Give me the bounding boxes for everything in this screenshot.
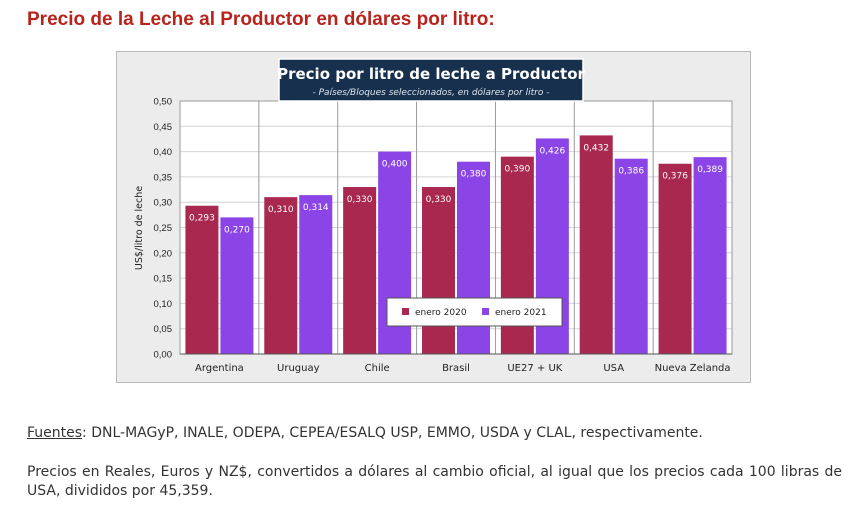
y-tick-label: 0,25 (154, 223, 173, 234)
y-tick-label: 0,40 (154, 147, 173, 158)
y-tick-label: 0,50 (154, 97, 173, 108)
y-tick-label: 0,00 (154, 350, 173, 361)
y-tick-label: 0,30 (154, 198, 173, 209)
bar-data-label: 0,314 (303, 203, 329, 213)
bar-2020 (343, 187, 377, 354)
bar-data-label: 0,426 (539, 146, 565, 156)
bar-data-label: 0,330 (426, 195, 452, 205)
y-tick-label: 0,20 (154, 248, 173, 259)
bar-data-label: 0,386 (618, 167, 644, 177)
bar-data-label: 0,376 (662, 172, 688, 182)
sources-text: : DNL-MAGyP, INALE, ODEPA, CEPEA/ESALQ U… (82, 425, 703, 441)
y-tick-label: 0,05 (154, 324, 173, 335)
x-tick-label: USA (603, 363, 624, 374)
bar-2021 (693, 157, 727, 354)
bar-data-label: 0,330 (347, 195, 373, 205)
conversion-note: Precios en Reales, Euros y NZ$, converti… (27, 464, 842, 499)
y-tick-label: 0,10 (154, 299, 173, 310)
chart-subtitle: - Países/Bloques seleccionados, en dólar… (313, 87, 550, 98)
y-tick-label: 0,45 (154, 122, 173, 133)
legend-label: enero 2020 (415, 308, 467, 318)
legend-label: enero 2021 (495, 308, 547, 318)
legend-swatch (482, 308, 489, 315)
bar-2020 (264, 197, 298, 354)
bar-data-label: 0,390 (504, 165, 530, 175)
x-tick-label: Uruguay (277, 363, 320, 374)
bar-data-label: 0,400 (382, 160, 408, 170)
x-tick-label: Argentina (195, 363, 244, 374)
sources-line: Fuentes: DNL-MAGyP, INALE, ODEPA, CEPEA/… (27, 425, 842, 441)
bar-2020 (422, 187, 455, 354)
bar-2020 (579, 135, 613, 354)
x-tick-label: UE27 + UK (507, 363, 562, 374)
bar-data-label: 0,432 (583, 143, 609, 153)
title-box (278, 58, 584, 102)
x-tick-label: Chile (365, 363, 390, 374)
bar-data-label: 0,389 (697, 165, 723, 175)
bar-data-label: 0,380 (461, 170, 487, 180)
bar-2020 (185, 205, 219, 354)
x-tick-label: Nueva Zelanda (655, 363, 731, 374)
y-tick-label: 0,15 (154, 274, 173, 285)
bar-data-label: 0,270 (224, 225, 250, 235)
chart-title: Precio por litro de leche a Productor (277, 65, 585, 83)
bar-2020 (658, 163, 692, 354)
y-tick-label: 0,35 (154, 172, 173, 183)
bar-2021 (220, 217, 254, 354)
x-tick-label: Brasil (442, 363, 470, 374)
page-heading: Precio de la Leche al Productor en dólar… (27, 9, 495, 30)
bar-2021 (299, 195, 333, 354)
legend-box (386, 297, 563, 327)
y-axis-title: US$/litro de leche (134, 186, 145, 270)
sources-label: Fuentes (27, 425, 83, 441)
legend-swatch (402, 308, 409, 315)
bar-data-label: 0,293 (189, 214, 215, 224)
bar-data-label: 0,310 (268, 205, 294, 215)
bar-2021 (614, 158, 648, 354)
